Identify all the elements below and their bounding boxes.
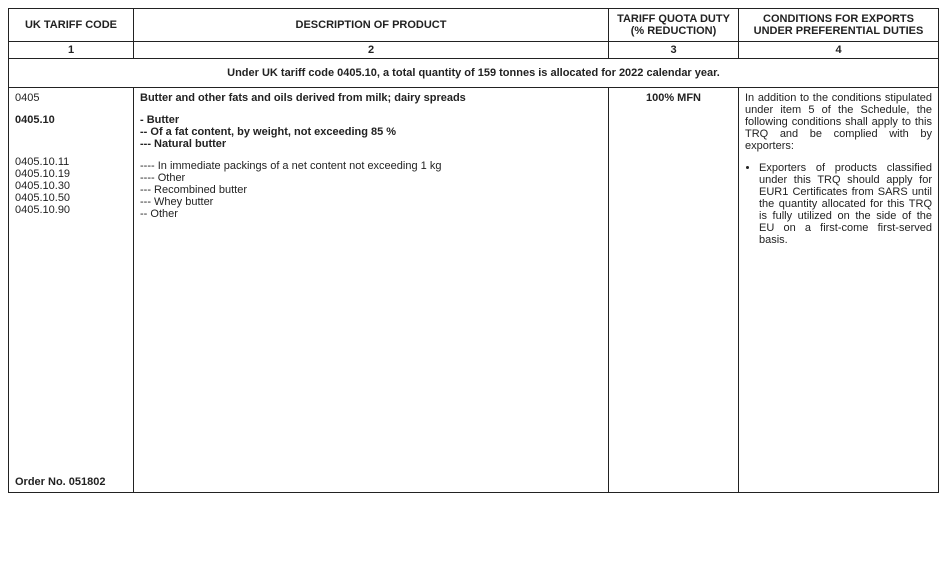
desc-natural: --- Natural butter [140,138,602,150]
duty-cell: 100% MFN [609,88,739,493]
header-conditions: CONDITIONS FOR EXPORTS UNDER PREFERENTIA… [739,9,939,42]
conditions-intro: In addition to the conditions stipulated… [745,92,932,152]
header-tariff-code: UK TARIFF CODE [9,9,134,42]
desc-butter: - Butter [140,114,602,126]
desc-pack: ---- In immediate packings of a net cont… [140,160,602,172]
conditions-cell: In addition to the conditions stipulated… [739,88,939,493]
code-0405-10: 0405.10 [15,114,127,126]
desc-whey: --- Whey butter [140,196,602,208]
allocation-text: Under UK tariff code 0405.10, a total qu… [9,59,939,88]
colnum-1: 1 [9,42,134,59]
data-row: 0405 0405.10 0405.10.11 0405.10.19 0405.… [9,88,939,493]
code-0405-10-11: 0405.10.11 [15,156,127,168]
description-cell: Butter and other fats and oils derived f… [134,88,609,493]
conditions-list: Exporters of products classified under t… [759,162,932,246]
tariff-codes-cell: 0405 0405.10 0405.10.11 0405.10.19 0405.… [9,88,134,493]
column-number-row: 1 2 3 4 [9,42,939,59]
header-duty: TARIFF QUOTA DUTY (% REDUCTION) [609,9,739,42]
header-description: DESCRIPTION OF PRODUCT [134,9,609,42]
order-number: Order No. 051802 [15,476,127,488]
code-0405: 0405 [15,92,127,104]
code-0405-10-50: 0405.10.50 [15,192,127,204]
code-0405-10-30: 0405.10.30 [15,180,127,192]
header-row: UK TARIFF CODE DESCRIPTION OF PRODUCT TA… [9,9,939,42]
desc-other2: -- Other [140,208,602,220]
colnum-3: 3 [609,42,739,59]
tariff-table: UK TARIFF CODE DESCRIPTION OF PRODUCT TA… [8,8,939,493]
colnum-4: 4 [739,42,939,59]
desc-main: Butter and other fats and oils derived f… [140,92,602,104]
allocation-row: Under UK tariff code 0405.10, a total qu… [9,59,939,88]
desc-other1: ---- Other [140,172,602,184]
code-0405-10-90: 0405.10.90 [15,204,127,216]
desc-recombined: --- Recombined butter [140,184,602,196]
code-0405-10-19: 0405.10.19 [15,168,127,180]
conditions-bullet-1: Exporters of products classified under t… [759,162,932,246]
colnum-2: 2 [134,42,609,59]
desc-fat: -- Of a fat content, by weight, not exce… [140,126,602,138]
